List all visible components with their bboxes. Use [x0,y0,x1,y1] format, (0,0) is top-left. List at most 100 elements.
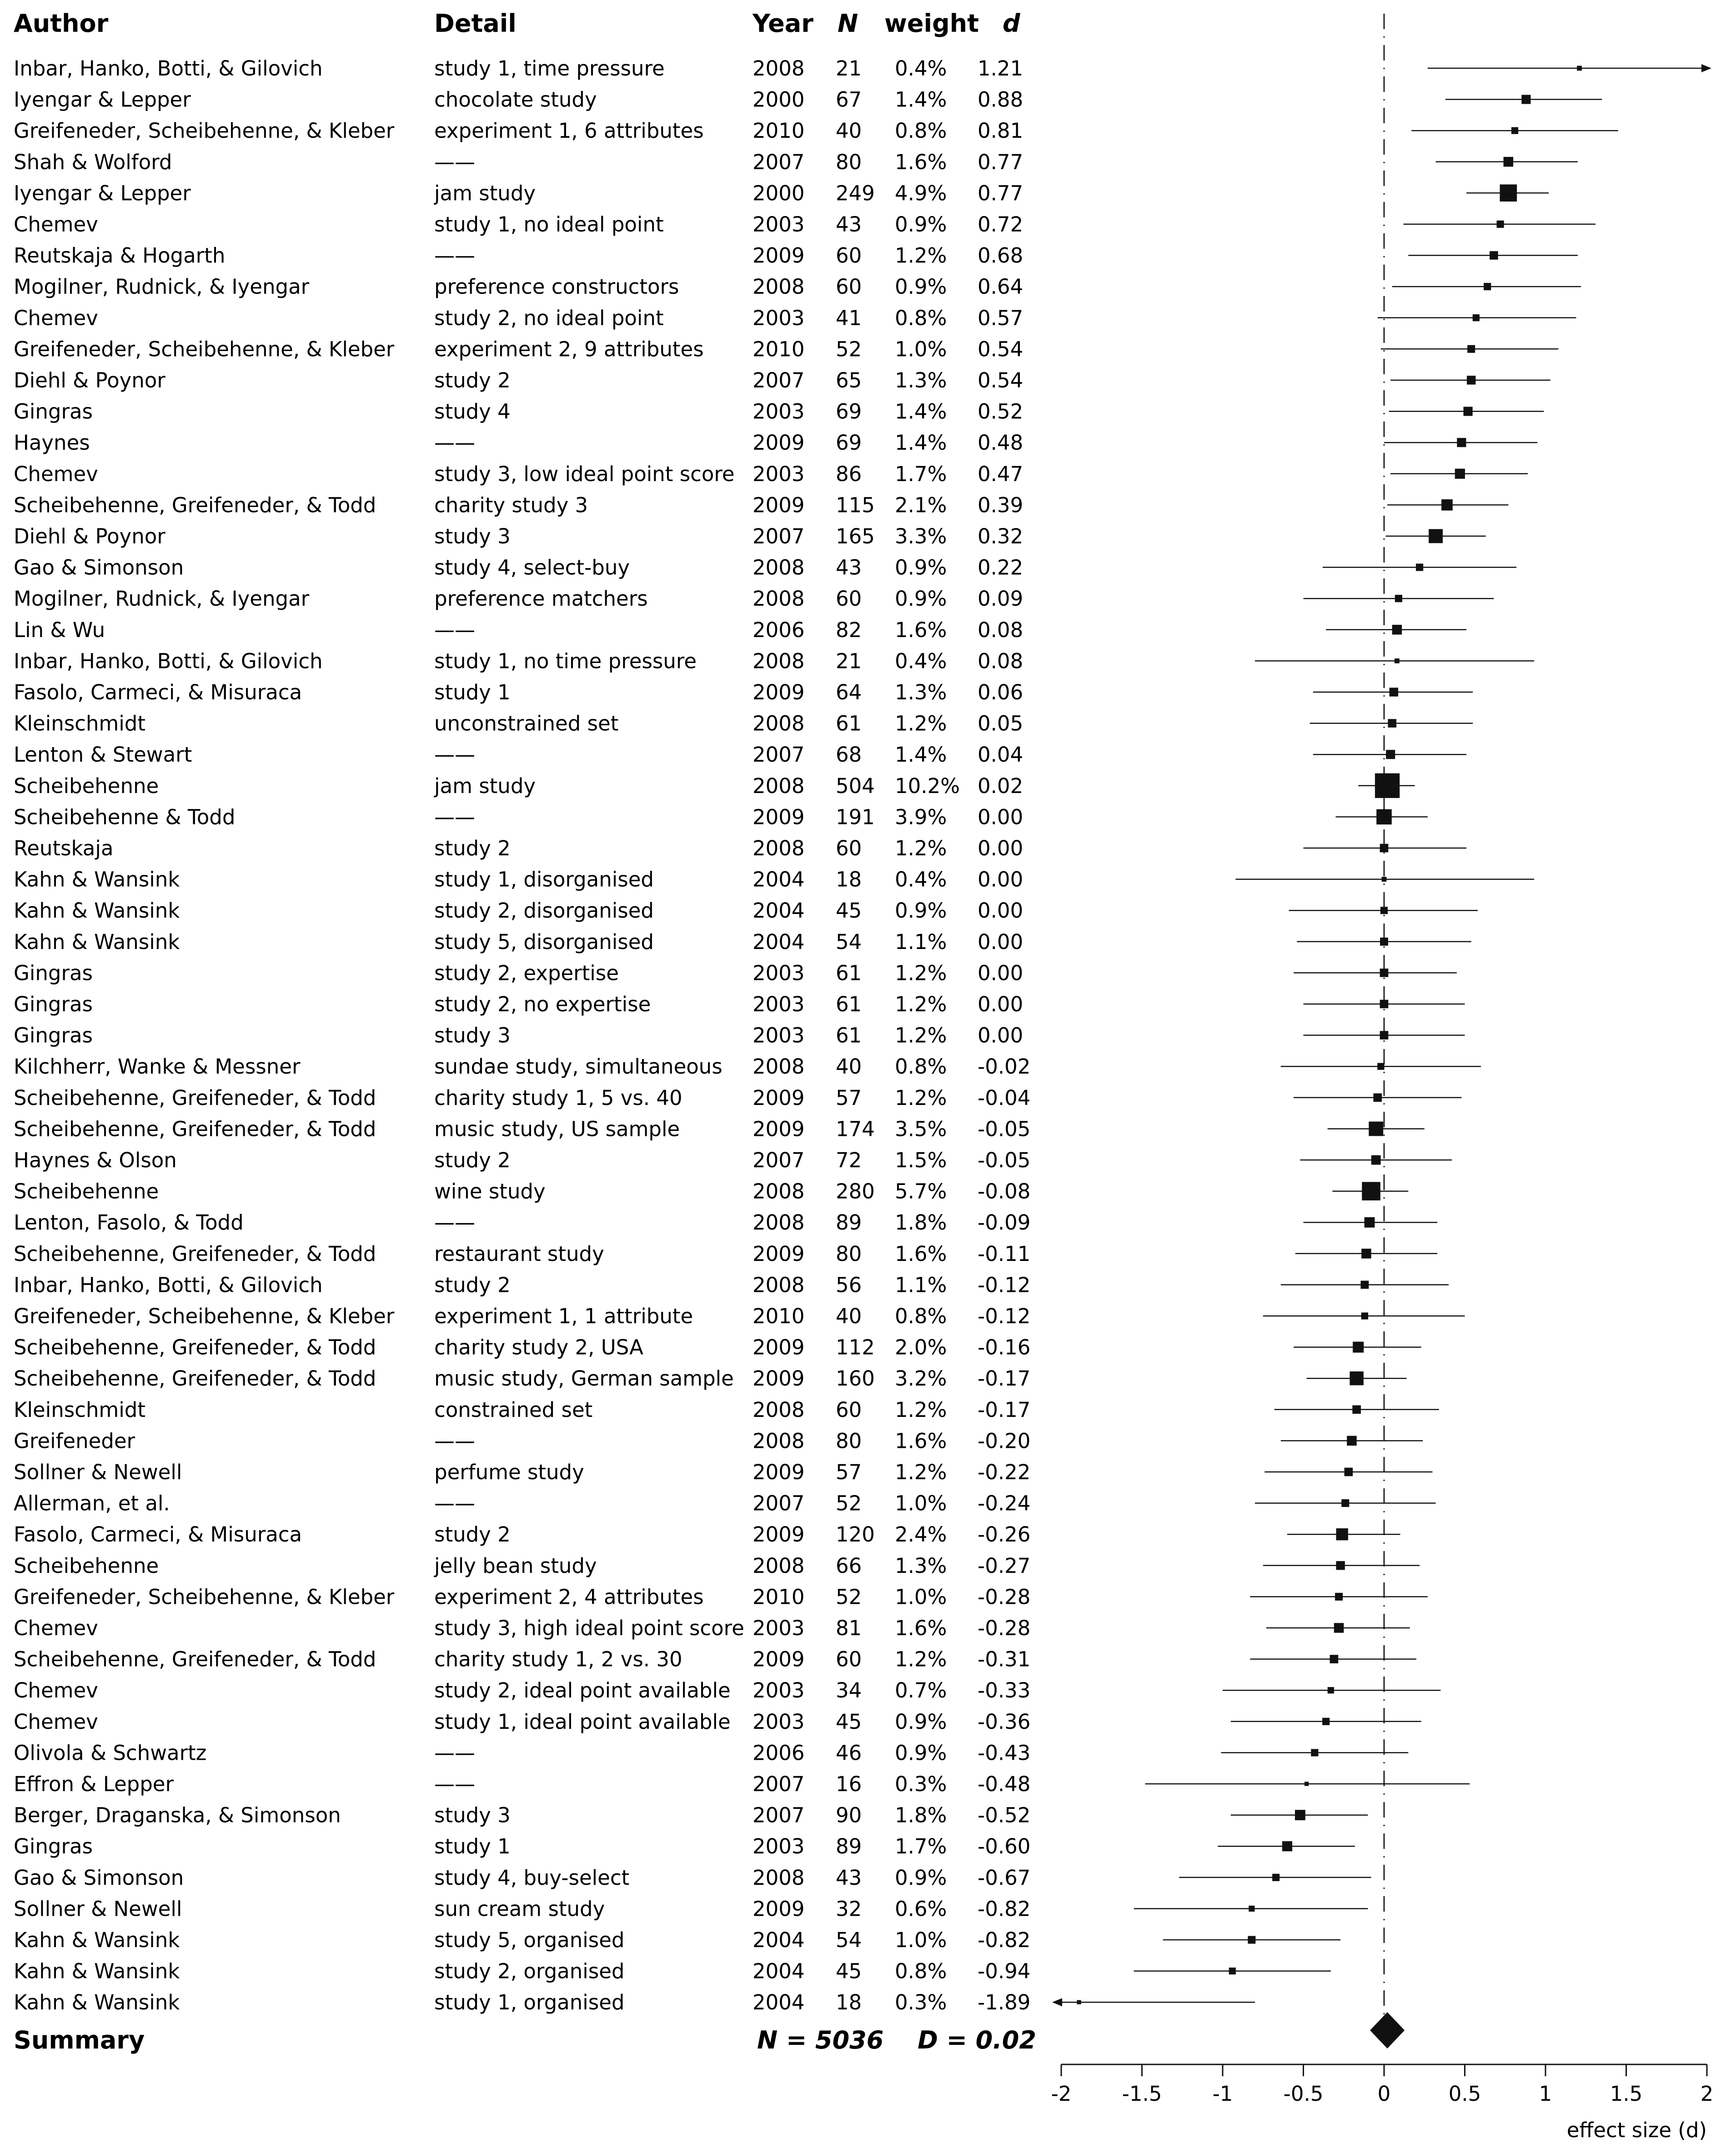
author-cell: Kleinschmidt [14,712,146,736]
header-detail: Detail [434,9,517,38]
d-cell: -0.05 [978,1117,1030,1141]
detail-cell: —— [434,805,475,829]
detail-cell: study 1, organised [434,1990,624,2014]
weight-cell: 1.2% [895,1647,947,1672]
weight-cell: 0.9% [895,212,947,236]
d-cell: -0.28 [978,1585,1030,1609]
effect-marker [1380,969,1389,977]
detail-cell: study 2 [434,1522,511,1546]
table-row: Kahn & Wansink study 5, organised 2004 54 1.… [14,1928,1030,1952]
table-row: Greifeneder, Scheibehenne, & Kleber exper… [14,119,1023,143]
author-cell: Reutskaja [14,836,113,860]
effect-marker [1455,468,1465,479]
table-row: Allerman, et al. —— 2007 52 1.0% -0.24 [14,1491,1030,1516]
detail-cell: study 1 [434,680,511,704]
weight-cell: 1.2% [895,1398,947,1422]
year-cell: 2010 [753,337,805,361]
author-cell: Iyengar & Lepper [14,181,191,205]
detail-cell: study 2, no expertise [434,992,651,1016]
author-cell: Scheibehenne, Greifeneder, & Todd [14,1647,376,1672]
weight-cell: 0.9% [895,1741,947,1765]
n-cell: 16 [836,1772,862,1796]
d-cell: -0.33 [978,1678,1030,1702]
d-cell: -1.89 [978,1990,1030,2014]
author-cell: Kahn & Wansink [14,930,180,954]
effect-marker [1322,1717,1330,1725]
d-cell: -0.04 [978,1086,1030,1110]
table-row: Chemev study 1, ideal point available 2003… [14,1710,1030,1734]
n-cell: 57 [836,1460,862,1484]
table-row: Kahn & Wansink study 1, organised 2004 18 0.… [14,1990,1030,2014]
d-cell: 0.00 [978,805,1023,829]
d-cell: 0.77 [978,150,1023,174]
author-cell: Greifeneder, Scheibehenne, & Kleber [14,337,395,361]
detail-cell: study 2, expertise [434,961,619,985]
n-cell: 66 [836,1554,862,1578]
year-cell: 2008 [753,1054,805,1079]
d-cell: 0.04 [978,743,1023,767]
effect-marker [1429,529,1443,543]
weight-cell: 2.4% [895,1522,947,1546]
effect-marker [1371,1155,1381,1165]
n-cell: 52 [836,1585,862,1609]
detail-cell: study 3, high ideal point score [434,1616,744,1640]
column-headers: Author Detail Year N weight d [14,9,1021,38]
year-cell: 2003 [753,1616,805,1640]
d-cell: 0.00 [978,868,1023,892]
detail-cell: study 4 [434,400,511,424]
n-cell: 65 [836,368,862,392]
detail-cell: study 2 [434,1273,511,1297]
effect-marker [1336,1561,1345,1570]
d-cell: 0.88 [978,88,1023,112]
table-row: Scheibehenne, Greifeneder, & Todd charity… [14,1336,1030,1360]
table-row: Mogilner, Rudnick, & Iyengar preference c… [14,275,1023,299]
effect-marker [1503,157,1514,167]
detail-cell: experiment 1, 1 attribute [434,1304,693,1328]
author-cell: Chemev [14,306,98,330]
weight-cell: 0.8% [895,1959,947,1983]
n-cell: 69 [836,400,862,424]
table-row: Diehl & Poynor study 3 2007 165 3.3% 0.32 [14,524,1023,548]
n-cell: 18 [836,1990,862,2014]
detail-cell: —— [434,743,475,767]
detail-cell: wine study [434,1180,546,1204]
d-cell: -0.67 [978,1866,1030,1890]
n-cell: 52 [836,337,862,361]
x-axis-label: effect size (d) [1567,2118,1707,2142]
year-cell: 2003 [753,1834,805,1858]
x-axis: -2 -1.5 -1 -0.5 0 0.5 1 1.5 2 effect size (d) [1051,2064,1713,2142]
year-cell: 2004 [753,868,805,892]
effect-marker [1334,1623,1344,1633]
year-cell: 2008 [753,1273,805,1297]
weight-cell: 0.9% [895,1866,947,1890]
year-cell: 2009 [753,1460,805,1484]
effect-marker [1344,1467,1353,1476]
d-cell: -0.43 [978,1741,1030,1765]
effect-marker [1369,1121,1384,1136]
d-cell: -0.27 [978,1554,1030,1578]
detail-cell: study 2 [434,1148,511,1172]
table-row: Inbar, Hanko, Botti, & Gilovich study 1, … [14,649,1023,673]
n-cell: 61 [836,992,862,1016]
effect-marker [1395,595,1403,603]
author-cell: Olivola & Schwartz [14,1741,206,1765]
detail-cell: study 2 [434,368,511,392]
effect-marker [1375,773,1400,798]
table-row: Lenton, Fasolo, & Todd —— 2008 89 1.8% -0.09 [14,1210,1030,1235]
author-cell: Scheibehenne, Greifeneder, & Todd [14,1086,376,1110]
detail-cell: study 1 [434,1834,511,1858]
author-cell: Scheibehenne, Greifeneder, & Todd [14,1366,376,1391]
effect-marker [1272,1873,1280,1881]
effect-marker [1389,688,1398,697]
author-cell: Gingras [14,400,93,424]
year-cell: 2008 [753,1210,805,1235]
n-cell: 72 [836,1148,862,1172]
author-cell: Inbar, Hanko, Botti, & Gilovich [14,1273,323,1297]
d-cell: -0.52 [978,1803,1030,1828]
weight-cell: 3.2% [895,1366,947,1391]
weight-cell: 0.7% [895,1678,947,1702]
year-cell: 2008 [753,1398,805,1422]
plot-area [1052,14,1711,2049]
effect-marker [1361,1249,1371,1259]
x-tick-label: -1 [1213,2082,1233,2106]
